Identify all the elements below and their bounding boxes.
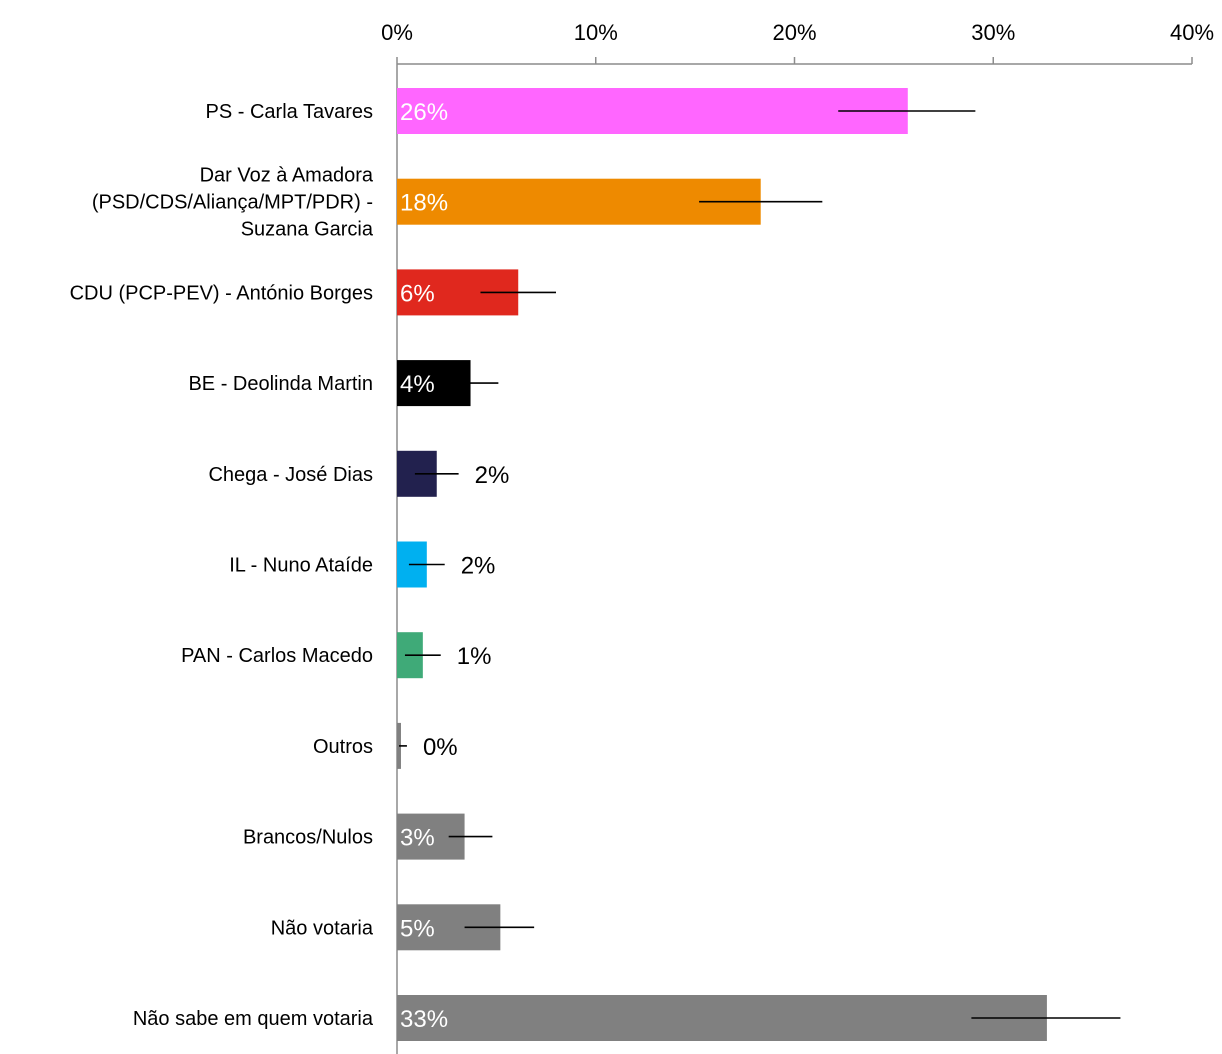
data-label: 5% bbox=[400, 915, 435, 942]
data-label: 4% bbox=[400, 371, 435, 398]
category-label: BE - Deolinda Martin bbox=[188, 373, 373, 395]
data-label: 3% bbox=[400, 825, 435, 852]
bar bbox=[397, 995, 1047, 1041]
category-label: Chega - José Dias bbox=[208, 464, 373, 486]
category-label-line: PS - Carla Tavares bbox=[206, 101, 373, 123]
data-label: 2% bbox=[461, 553, 496, 580]
category-label-line: Chega - José Dias bbox=[208, 464, 373, 486]
category-label: Não votaria bbox=[271, 917, 374, 939]
data-label: 18% bbox=[400, 190, 448, 217]
x-tick-label: 20% bbox=[772, 20, 816, 45]
bar bbox=[397, 88, 908, 134]
data-label: 0% bbox=[423, 734, 458, 761]
x-tick-label: 30% bbox=[971, 20, 1015, 45]
x-tick-label: 40% bbox=[1170, 20, 1214, 45]
x-tick-label: 10% bbox=[574, 20, 618, 45]
category-label-line: IL - Nuno Ataíde bbox=[229, 555, 373, 577]
category-label: CDU (PCP-PEV) - António Borges bbox=[70, 282, 373, 304]
category-label-line: CDU (PCP-PEV) - António Borges bbox=[70, 282, 373, 304]
category-label-line: Não sabe em quem votaria bbox=[133, 1008, 374, 1030]
category-label-line: Dar Voz à Amadora bbox=[200, 165, 374, 187]
labels-layer: 26% PS - Carla Tavares 18% Dar Voz à Amador… bbox=[70, 99, 510, 1033]
data-label: 6% bbox=[400, 280, 435, 307]
data-label: 26% bbox=[400, 99, 448, 126]
category-label-line: Outros bbox=[313, 736, 373, 758]
category-label-line: Suzana Garcia bbox=[241, 219, 374, 241]
category-label: PAN - Carlos Macedo bbox=[181, 645, 373, 667]
category-label-line: BE - Deolinda Martin bbox=[188, 373, 373, 395]
x-tick-label: 0% bbox=[381, 20, 413, 45]
category-label: Dar Voz à Amadora (PSD/CDS/Aliança/MPT/PD… bbox=[92, 165, 374, 241]
category-label: IL - Nuno Ataíde bbox=[229, 555, 373, 577]
category-label: Brancos/Nulos bbox=[243, 827, 373, 849]
error-bars-layer bbox=[398, 110, 1121, 1019]
axis-layer: 0% 10% 20% 30% 40% bbox=[381, 20, 1214, 1054]
data-label: 33% bbox=[400, 1006, 448, 1033]
category-label-line: Não votaria bbox=[271, 917, 374, 939]
category-label-line: PAN - Carlos Macedo bbox=[181, 645, 373, 667]
data-label: 1% bbox=[457, 643, 492, 670]
category-label-line: Brancos/Nulos bbox=[243, 827, 373, 849]
data-label: 2% bbox=[475, 462, 510, 489]
category-label: Outros bbox=[313, 736, 373, 758]
category-label: PS - Carla Tavares bbox=[206, 101, 373, 123]
category-label-line: (PSD/CDS/Aliança/MPT/PDR) - bbox=[92, 192, 373, 214]
category-label: Não sabe em quem votaria bbox=[133, 1008, 374, 1030]
